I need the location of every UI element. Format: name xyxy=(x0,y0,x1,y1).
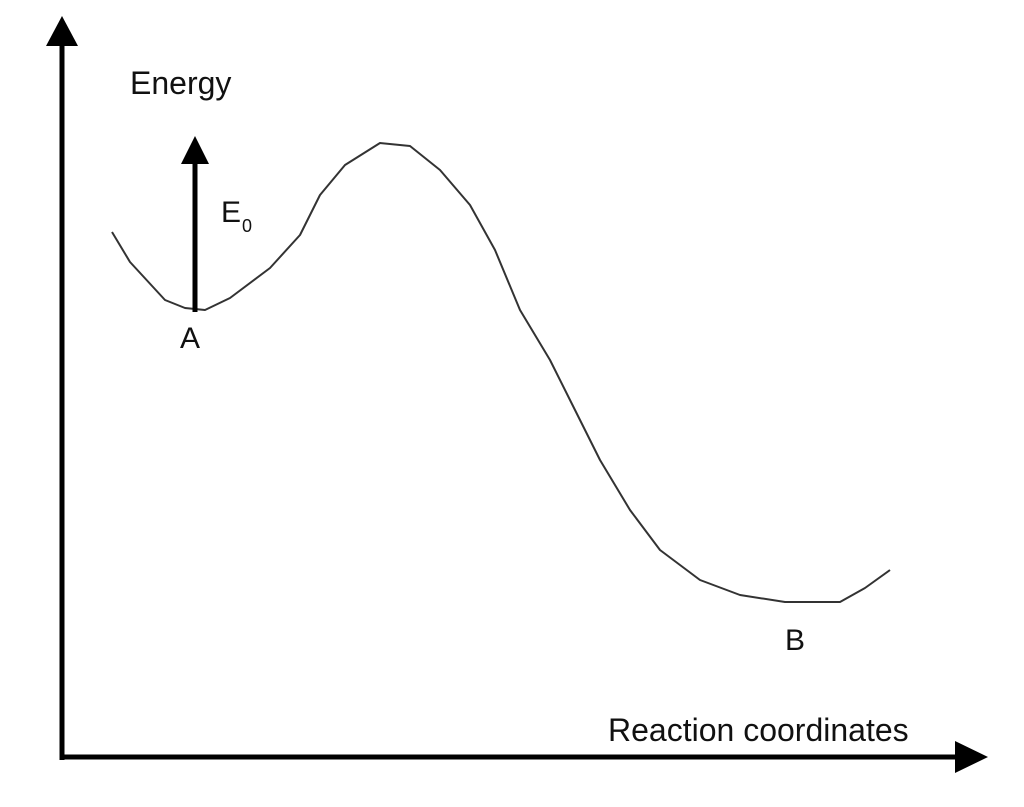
energy-curve xyxy=(111,142,891,603)
y-axis-arrowhead xyxy=(46,16,78,46)
state-b-label: B xyxy=(785,624,805,657)
x-axis-arrowhead xyxy=(955,741,988,773)
energy-label: E xyxy=(221,196,241,229)
energy-subscript: 0 xyxy=(242,216,252,236)
energy-arrowhead xyxy=(181,136,209,164)
x-axis-label: Reaction coordinates xyxy=(608,712,909,748)
y-axis-label: Energy xyxy=(130,65,231,101)
state-a-label: A xyxy=(180,322,200,355)
